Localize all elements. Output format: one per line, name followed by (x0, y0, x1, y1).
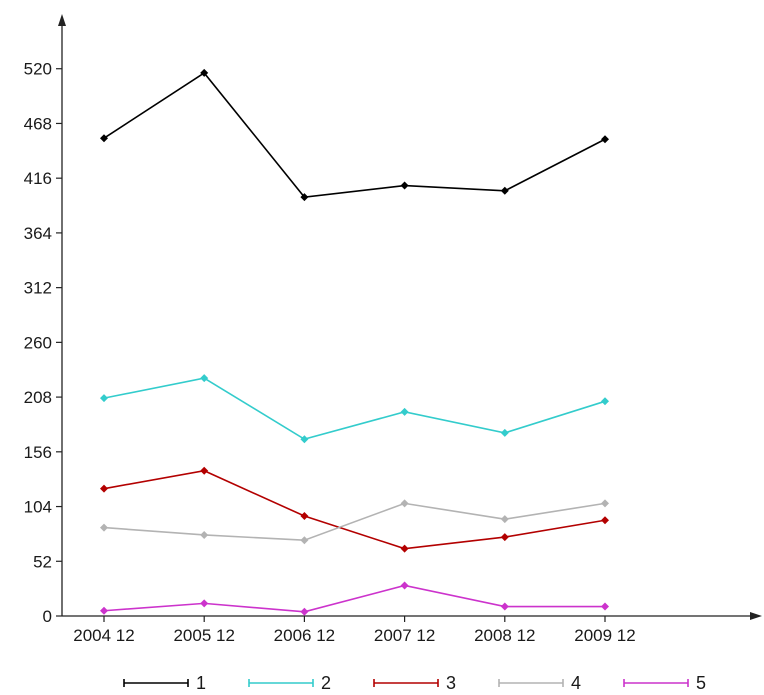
x-tick-label: 2006 12 (274, 626, 335, 645)
x-tick-label: 2005 12 (173, 626, 234, 645)
data-point (300, 607, 309, 616)
data-point (500, 602, 509, 611)
data-point (400, 544, 409, 553)
data-point (601, 602, 609, 611)
y-axis-arrow (58, 14, 66, 26)
y-tick-label: 520 (24, 60, 52, 79)
series-4 (100, 499, 609, 545)
data-point (200, 68, 209, 77)
data-point (400, 407, 409, 416)
series-line (103, 469, 606, 550)
y-tick-label: 364 (24, 224, 52, 243)
y-tick-label: 104 (24, 498, 52, 517)
axes (58, 14, 762, 620)
legend-label: 5 (696, 673, 706, 693)
x-axis-arrow (750, 612, 762, 620)
legend-label: 4 (571, 673, 581, 693)
legend-item-3: 3 (373, 673, 456, 693)
series-line (103, 377, 606, 441)
x-ticks: 2004 12 2005 12 2006 12 2007 12 2008 12 2009 … (73, 616, 636, 645)
data-point (100, 484, 108, 493)
data-point (500, 186, 509, 195)
x-tick-label: 2007 12 (374, 626, 435, 645)
data-point (500, 533, 509, 542)
data-point (500, 515, 509, 524)
y-tick-label: 156 (24, 443, 52, 462)
data-point (601, 499, 609, 508)
series-5 (100, 581, 609, 616)
series-2 (100, 374, 609, 444)
y-tick-label: 416 (24, 169, 52, 188)
data-point (100, 523, 108, 532)
data-point (601, 135, 609, 144)
legend-item-2: 2 (248, 673, 331, 693)
y-tick-label: 0 (43, 607, 52, 626)
series-line (103, 71, 606, 198)
data-point (400, 581, 409, 590)
legend-item-1: 1 (123, 673, 206, 693)
series-line (103, 584, 605, 613)
legend-label: 1 (196, 673, 206, 693)
data-point (601, 397, 609, 406)
data-point (200, 466, 209, 475)
y-tick-label: 52 (33, 552, 52, 571)
x-tick-label: 2008 12 (474, 626, 535, 645)
x-tick-label: 2004 12 (73, 626, 134, 645)
series-line (103, 502, 606, 542)
data-point (100, 134, 108, 143)
y-tick-label: 260 (24, 333, 52, 352)
legend-item-5: 5 (623, 673, 706, 693)
series-3 (100, 466, 609, 553)
data-point (400, 499, 409, 508)
data-point (300, 435, 309, 444)
data-point (100, 394, 108, 403)
data-point (601, 516, 609, 525)
y-ticks: 0 52 104 156 208 260 312 364 416 468 520 (24, 60, 62, 626)
legend: 1 2 3 4 5 (123, 673, 706, 693)
series-1 (100, 68, 609, 202)
data-point (200, 599, 209, 608)
data-point (200, 374, 209, 383)
x-tick-label: 2009 12 (574, 626, 635, 645)
data-point (200, 530, 209, 539)
legend-label: 3 (446, 673, 456, 693)
series-layer (100, 68, 609, 616)
legend-label: 2 (321, 673, 331, 693)
y-tick-label: 468 (24, 114, 52, 133)
data-point (300, 193, 309, 202)
data-point (400, 181, 409, 190)
data-point (100, 606, 108, 615)
data-point (500, 428, 509, 437)
data-point (300, 512, 309, 521)
legend-item-4: 4 (498, 673, 581, 693)
y-tick-label: 312 (24, 279, 52, 298)
y-tick-label: 208 (24, 388, 52, 407)
data-point (300, 536, 309, 545)
